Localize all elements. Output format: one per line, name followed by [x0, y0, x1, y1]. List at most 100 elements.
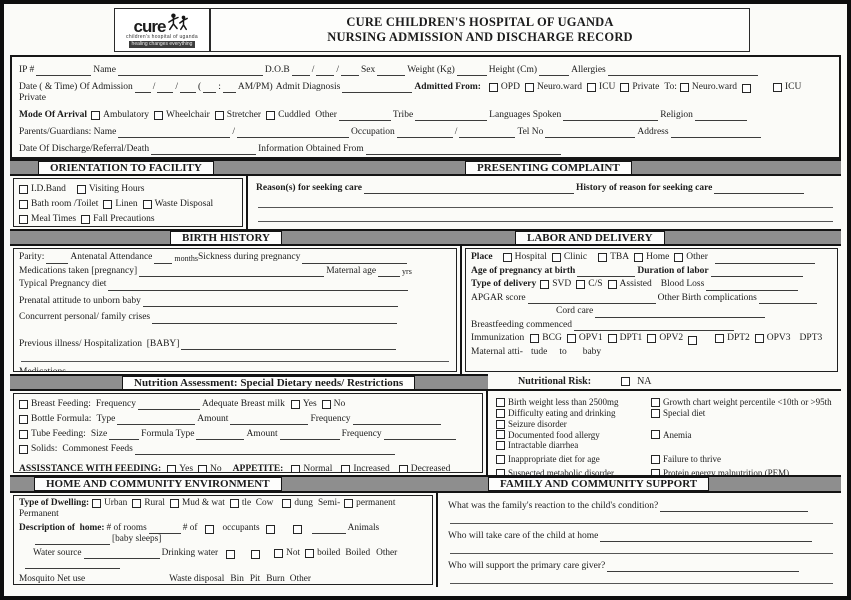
fill-in-blank[interactable] [154, 254, 173, 264]
checkbox-icu[interactable] [772, 82, 782, 92]
checkbox-waste-disposal[interactable] [142, 199, 152, 209]
checkbox-icu[interactable] [587, 82, 597, 92]
checkbox-unlabeled[interactable] [205, 525, 215, 535]
fill-in-blank[interactable] [352, 415, 441, 425]
checkbox-visiting-hours[interactable] [76, 184, 86, 194]
fill-in-blank[interactable] [341, 66, 360, 76]
fill-in-blank[interactable] [342, 83, 413, 93]
checkbox-home[interactable] [634, 253, 644, 263]
fill-in-blank[interactable] [607, 66, 758, 76]
checkbox-seizure-disorder[interactable] [496, 419, 505, 429]
checkbox-tba[interactable] [598, 253, 608, 263]
checkbox-c-s[interactable] [576, 280, 586, 290]
fill-in-blank[interactable] [383, 430, 456, 440]
fill-in-blank[interactable] [563, 111, 659, 122]
checkbox-tle-cow[interactable] [229, 498, 239, 508]
fill-in-blank[interactable] [157, 83, 174, 93]
checkbox-linen[interactable] [103, 199, 113, 209]
checkbox-i-d-band[interactable] [19, 184, 28, 194]
checkbox-meal-times[interactable] [19, 214, 28, 224]
fill-in-blank[interactable] [35, 535, 110, 546]
ruled-line[interactable] [258, 196, 833, 208]
fill-in-blank[interactable] [363, 184, 574, 194]
fill-in-blank[interactable] [758, 294, 817, 304]
fill-in-blank[interactable] [577, 267, 636, 277]
fill-in-blank[interactable] [148, 524, 181, 535]
checkbox-svd[interactable] [540, 280, 550, 290]
fill-in-blank[interactable] [25, 559, 120, 570]
fill-in-blank[interactable] [109, 430, 140, 440]
fill-in-blank[interactable] [660, 502, 809, 512]
checkbox-birth-weight-less-than-2500mg[interactable] [496, 398, 505, 408]
checkbox-tube-feeding[interactable] [19, 429, 28, 439]
fill-in-blank[interactable] [151, 145, 257, 156]
checkbox-ambulatory[interactable] [91, 111, 101, 121]
checkbox-cuddled[interactable] [266, 111, 276, 121]
fill-in-blank[interactable] [377, 66, 406, 76]
fill-in-blank[interactable] [117, 66, 263, 76]
ruled-line[interactable] [450, 572, 833, 584]
checkbox-unlabeled[interactable] [226, 550, 236, 560]
checkbox-normal[interactable] [291, 464, 301, 472]
fill-in-blank[interactable] [83, 549, 160, 560]
fill-in-blank[interactable] [710, 267, 803, 277]
checkbox-assisted[interactable] [607, 280, 617, 290]
checkbox-mud-wat[interactable] [169, 498, 179, 508]
fill-in-blank[interactable] [139, 267, 325, 277]
checkbox-fall-precautions[interactable] [81, 214, 91, 224]
fill-in-blank[interactable] [138, 400, 200, 410]
fill-in-blank[interactable] [68, 369, 398, 372]
fill-in-blank[interactable] [607, 562, 800, 572]
checkbox-dpt1[interactable] [607, 334, 617, 344]
fill-in-blank[interactable] [714, 184, 805, 194]
fill-in-blank[interactable] [313, 575, 389, 584]
checkbox-na[interactable] [621, 377, 631, 386]
fill-in-blank[interactable] [87, 575, 167, 584]
fill-in-blank[interactable] [134, 445, 395, 455]
checkbox-no[interactable] [198, 464, 208, 472]
checkbox-anemia[interactable] [651, 430, 660, 440]
fill-in-blank[interactable] [545, 128, 636, 139]
fill-in-blank[interactable] [459, 128, 516, 139]
checkbox-documented-food-allergy[interactable] [496, 430, 505, 440]
fill-in-blank[interactable] [279, 430, 340, 440]
fill-in-blank[interactable] [180, 83, 197, 93]
checkbox-wheelchair[interactable] [154, 111, 163, 121]
fill-in-blank[interactable] [595, 308, 766, 318]
checkbox-failure-to-thrive[interactable] [651, 455, 660, 465]
checkbox-stretcher[interactable] [214, 111, 224, 121]
checkbox-decreased[interactable] [398, 464, 408, 472]
checkbox-neuro-ward[interactable] [524, 82, 534, 92]
checkbox-dpt2[interactable] [715, 334, 725, 344]
fill-in-blank[interactable] [477, 366, 797, 372]
fill-in-blank[interactable] [181, 340, 397, 350]
fill-in-blank[interactable] [600, 532, 813, 542]
checkbox-growth-chart-weight-percentile[interactable] [651, 398, 660, 408]
fill-in-blank[interactable] [338, 111, 391, 122]
checkbox-unlabeled[interactable] [265, 525, 275, 535]
checkbox-no[interactable] [321, 399, 331, 409]
checkbox-permanent[interactable] [344, 498, 354, 508]
checkbox-unlabeled[interactable] [741, 84, 751, 93]
fill-in-blank[interactable] [311, 524, 346, 535]
checkbox-yes[interactable] [290, 399, 300, 409]
checkbox-special-diet[interactable] [651, 408, 660, 418]
fill-in-blank[interactable] [46, 254, 69, 264]
fill-in-blank[interactable] [142, 297, 398, 307]
checkbox-solids[interactable] [19, 444, 28, 454]
checkbox-unlabeled[interactable] [688, 335, 698, 345]
checkbox-opv1[interactable] [566, 334, 576, 344]
checkbox-bath-room-toilet[interactable] [19, 199, 28, 209]
fill-in-blank[interactable] [302, 254, 408, 264]
fill-in-blank[interactable] [539, 66, 570, 76]
checkbox-unlabeled[interactable] [292, 525, 302, 535]
ruled-line[interactable] [450, 542, 833, 554]
fill-in-blank[interactable] [670, 128, 761, 139]
fill-in-blank[interactable] [396, 128, 453, 139]
fill-in-blank[interactable] [694, 111, 747, 122]
fill-in-blank[interactable] [196, 430, 245, 440]
checkbox-other[interactable] [674, 253, 684, 263]
ruled-line[interactable] [258, 210, 833, 222]
fill-in-blank[interactable] [456, 66, 487, 76]
checkbox-bottle-formula[interactable] [19, 414, 28, 424]
